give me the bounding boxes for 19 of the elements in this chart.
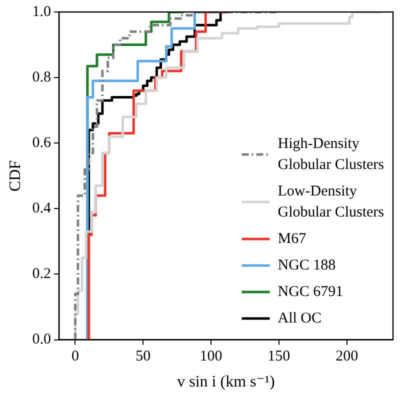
x-tick-label: 50	[136, 348, 151, 365]
x-tick-label: 200	[336, 348, 358, 365]
y-tick-label: 0.2	[32, 266, 51, 282]
x-tick-label: 100	[200, 348, 222, 365]
legend-label: NGC 6791	[278, 284, 344, 300]
y-tick-label: 0.4	[32, 200, 52, 217]
y-tick-label: 1.0	[32, 4, 51, 20]
legend-label: NGC 188	[278, 257, 336, 274]
legend-label: M67	[278, 230, 307, 247]
y-tick-label: 0.6	[32, 135, 52, 152]
x-tick-label: 0	[71, 348, 79, 365]
legend-label: High-Density Globular Clusters	[278, 136, 384, 173]
legend-label: All OC	[278, 310, 322, 326]
y-tick-label: 0.0	[32, 332, 51, 348]
x-tick-label: 150	[268, 348, 290, 365]
x-axis-title: v sin i (km s⁻¹)	[177, 374, 275, 391]
y-axis-title: CDF	[6, 160, 24, 192]
y-tick-label: 0.8	[32, 69, 51, 86]
legend-label: Low-Density Globular Clusters	[278, 183, 384, 220]
